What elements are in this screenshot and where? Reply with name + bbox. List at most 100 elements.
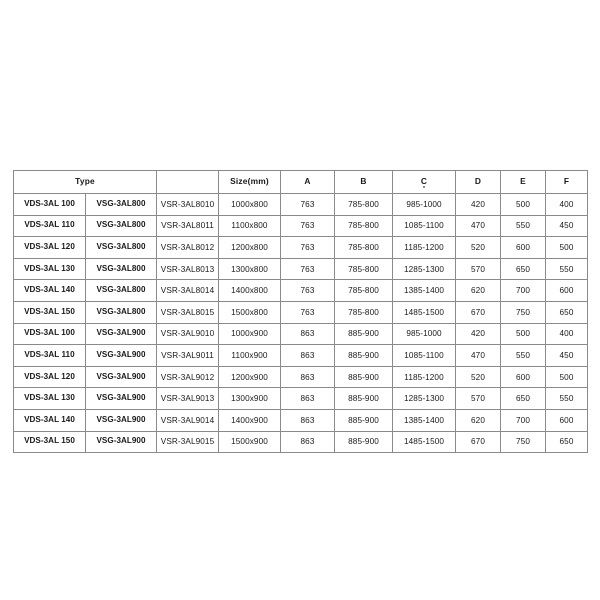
cell-type-b: VSG-3AL900 bbox=[84, 344, 158, 367]
cell-f: 650 bbox=[545, 300, 589, 324]
cell-b: 785-800 bbox=[334, 300, 394, 324]
cell-a: 863 bbox=[280, 322, 336, 346]
cell-type-a: VDS-3AL 120 bbox=[13, 236, 86, 259]
cell-c: 1285-1300 bbox=[392, 257, 457, 281]
cell-type-a: VDS-3AL 100 bbox=[13, 193, 86, 216]
cell-d: 670 bbox=[455, 430, 502, 454]
cell-b: 785-800 bbox=[334, 236, 394, 259]
column-header-f: F bbox=[545, 170, 589, 194]
cell-b: 885-900 bbox=[334, 430, 394, 454]
cell-f: 600 bbox=[545, 408, 589, 432]
table-row: VDS-3AL 140 VSG-3AL800 VSR-3AL8014 1400x… bbox=[13, 279, 589, 302]
cell-a: 763 bbox=[280, 279, 336, 302]
cell-model: VSR-3AL8014 bbox=[156, 279, 220, 302]
cell-a: 863 bbox=[280, 430, 336, 454]
cell-type-b: VSG-3AL800 bbox=[84, 214, 158, 238]
cell-type-b: VSG-3AL800 bbox=[84, 193, 158, 216]
cell-size: 1300x900 bbox=[218, 387, 282, 410]
column-header-type: Type bbox=[12, 170, 158, 194]
cell-c: 1185-1200 bbox=[392, 365, 457, 389]
cell-d: 570 bbox=[455, 257, 502, 281]
cell-type-a: VDS-3AL 140 bbox=[13, 408, 86, 432]
table-row: VDS-3AL 120 VSG-3AL800 VSR-3AL8012 1200x… bbox=[13, 236, 589, 259]
cell-size: 1100x900 bbox=[218, 344, 282, 367]
cell-f: 450 bbox=[545, 214, 589, 238]
table-row: VDS-3AL 110 VSG-3AL900 VSR-3AL9011 1100x… bbox=[13, 344, 589, 367]
cell-f: 500 bbox=[545, 236, 589, 259]
cell-type-a: VDS-3AL 110 bbox=[13, 344, 86, 367]
cell-type-b: VSG-3AL800 bbox=[84, 300, 158, 324]
specification-sheet: Type Size(mm) A B C D E F VDS-3AL 100 VS… bbox=[12, 170, 589, 454]
cell-e: 500 bbox=[500, 193, 547, 216]
cell-model: VSR-3AL9011 bbox=[156, 344, 220, 367]
cell-e: 750 bbox=[500, 300, 547, 324]
cell-e: 700 bbox=[500, 279, 547, 302]
cell-model: VSR-3AL9015 bbox=[156, 430, 220, 454]
cell-type-a: VDS-3AL 150 bbox=[13, 430, 86, 454]
cell-b: 885-900 bbox=[334, 387, 394, 410]
cell-c: 1385-1400 bbox=[392, 408, 457, 432]
table-row: VDS-3AL 100 VSG-3AL800 VSR-3AL8010 1000x… bbox=[13, 193, 589, 216]
cell-b: 885-900 bbox=[334, 408, 394, 432]
cell-a: 863 bbox=[280, 387, 336, 410]
cell-a: 763 bbox=[280, 257, 336, 281]
cell-c: 985-1000 bbox=[392, 322, 457, 346]
cell-f: 400 bbox=[545, 193, 589, 216]
cell-model: VSR-3AL8013 bbox=[156, 257, 220, 281]
cell-model: VSR-3AL8011 bbox=[156, 214, 220, 238]
cell-type-a: VDS-3AL 120 bbox=[13, 365, 86, 389]
cell-size: 1200x900 bbox=[218, 365, 282, 389]
cell-e: 550 bbox=[500, 344, 547, 367]
cell-c: 1185-1200 bbox=[392, 236, 457, 259]
cell-e: 700 bbox=[500, 408, 547, 432]
table-row: VDS-3AL 150 VSG-3AL900 VSR-3AL9015 1500x… bbox=[13, 430, 589, 454]
column-header-b: B bbox=[334, 170, 394, 194]
cell-b: 885-900 bbox=[334, 365, 394, 389]
cell-a: 763 bbox=[280, 300, 336, 324]
cell-type-b: VSG-3AL800 bbox=[84, 236, 158, 259]
column-header-model bbox=[156, 170, 220, 194]
cell-a: 763 bbox=[280, 236, 336, 259]
column-header-e: E bbox=[500, 170, 547, 194]
cell-c: 1385-1400 bbox=[392, 279, 457, 302]
cell-d: 470 bbox=[455, 344, 502, 367]
cell-f: 550 bbox=[545, 387, 589, 410]
cell-d: 420 bbox=[455, 193, 502, 216]
cell-size: 1500x900 bbox=[218, 430, 282, 454]
cell-c: 1085-1100 bbox=[392, 344, 457, 367]
cell-e: 500 bbox=[500, 322, 547, 346]
cell-d: 620 bbox=[455, 279, 502, 302]
cell-f: 550 bbox=[545, 257, 589, 281]
cell-a: 863 bbox=[280, 344, 336, 367]
cell-model: VSR-3AL8010 bbox=[156, 193, 220, 216]
cell-f: 650 bbox=[545, 430, 589, 454]
cell-size: 1500x800 bbox=[218, 300, 282, 324]
table-row: VDS-3AL 130 VSG-3AL900 VSR-3AL9013 1300x… bbox=[13, 387, 589, 410]
cell-f: 500 bbox=[545, 365, 589, 389]
specification-table: Type Size(mm) A B C D E F VDS-3AL 100 VS… bbox=[12, 170, 589, 454]
cell-a: 763 bbox=[280, 193, 336, 216]
cell-type-b: VSG-3AL900 bbox=[84, 365, 158, 389]
cell-e: 600 bbox=[500, 365, 547, 389]
cell-type-a: VDS-3AL 130 bbox=[13, 257, 86, 281]
cell-model: VSR-3AL8015 bbox=[156, 300, 220, 324]
cell-d: 470 bbox=[455, 214, 502, 238]
cell-b: 785-800 bbox=[334, 257, 394, 281]
cell-e: 650 bbox=[500, 387, 547, 410]
cell-size: 1200x800 bbox=[218, 236, 282, 259]
cell-e: 650 bbox=[500, 257, 547, 281]
cell-a: 763 bbox=[280, 214, 336, 238]
table-row: VDS-3AL 130 VSG-3AL800 VSR-3AL8013 1300x… bbox=[13, 257, 589, 281]
cell-model: VSR-3AL9013 bbox=[156, 387, 220, 410]
cell-c: 985-1000 bbox=[392, 193, 457, 216]
table-row: VDS-3AL 100 VSG-3AL900 VSR-3AL9010 1000x… bbox=[13, 322, 589, 346]
cell-model: VSR-3AL9014 bbox=[156, 408, 220, 432]
cell-type-b: VSG-3AL900 bbox=[84, 322, 158, 346]
cell-model: VSR-3AL9012 bbox=[156, 365, 220, 389]
cell-size: 1100x800 bbox=[218, 214, 282, 238]
cell-size: 1000x800 bbox=[218, 193, 282, 216]
column-header-c-text: C bbox=[420, 176, 428, 187]
cell-type-b: VSG-3AL800 bbox=[84, 279, 158, 302]
cell-c: 1485-1500 bbox=[392, 430, 457, 454]
column-header-a: A bbox=[280, 170, 336, 194]
